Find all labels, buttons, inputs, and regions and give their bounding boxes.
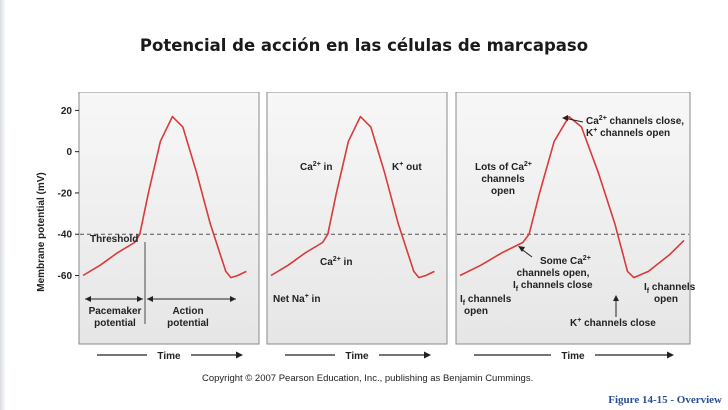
some-ca-label: Some Ca2+ bbox=[540, 255, 591, 267]
trace-panel-3 bbox=[459, 115, 685, 279]
time-axis-arrow-3 bbox=[667, 351, 674, 359]
panel-1-frame bbox=[78, 91, 260, 345]
pacemaker-label-2: potential bbox=[94, 318, 136, 329]
some-ca-label-3: If channels close bbox=[513, 280, 593, 293]
panel-2-frame bbox=[266, 91, 448, 345]
if-left-label: If channels bbox=[460, 294, 512, 307]
ca-close-arrowhead bbox=[562, 115, 568, 121]
figure-caption: Figure 14-15 - Overview bbox=[608, 394, 722, 406]
arrow-pm-right bbox=[137, 296, 143, 302]
if-right-label-2: open bbox=[654, 294, 678, 305]
traces bbox=[82, 115, 685, 279]
y-tick-label-0: 20 bbox=[61, 106, 73, 117]
slide-left-edge bbox=[0, 0, 6, 410]
time-axis-arrow-1 bbox=[236, 351, 243, 359]
action-label-2: potential bbox=[167, 318, 209, 329]
trace-panel-2 bbox=[270, 115, 435, 279]
some-ca-label-2: channels open, bbox=[517, 268, 590, 279]
if-right-label: If channels bbox=[644, 282, 696, 295]
slide-title: Potencial de acción en las células de ma… bbox=[139, 36, 589, 55]
time-axis-label-1: Time bbox=[157, 351, 181, 362]
y-ticks: 20 0 -20 -40 -60 bbox=[58, 106, 79, 282]
copyright-text: Copyright © 2007 Pearson Education, Inc.… bbox=[202, 373, 533, 384]
ca-in-top-label: Ca2+ in bbox=[300, 161, 332, 173]
k-close-label: K+ channels close bbox=[570, 317, 656, 329]
time-axis-label-3: Time bbox=[561, 351, 585, 362]
k-out-label: K+ out bbox=[392, 161, 422, 173]
lots-ca-label-3: open bbox=[491, 186, 515, 197]
k-close-arrowhead bbox=[613, 295, 619, 301]
arrow-ap-right bbox=[230, 296, 236, 302]
arrow-pm-left bbox=[85, 296, 91, 302]
time-axes: Time Time Time bbox=[97, 351, 674, 362]
time-axis-arrow-2 bbox=[424, 351, 431, 359]
y-tick-label-1: 0 bbox=[66, 147, 72, 158]
y-tick-label-3: -40 bbox=[58, 230, 73, 241]
ca-close-label: Ca2+ channels close, bbox=[586, 115, 684, 127]
y-tick-label-2: -20 bbox=[58, 188, 73, 199]
threshold-label: Threshold bbox=[90, 234, 138, 245]
time-axis-label-2: Time bbox=[345, 351, 369, 362]
y-tick-label-4: -60 bbox=[58, 271, 73, 282]
pacemaker-figure: Membrane potential (mV) 20 0 -20 -40 -60 Thr… bbox=[36, 91, 696, 384]
action-label-1: Action bbox=[172, 306, 203, 317]
lots-ca-label-2: channels bbox=[481, 174, 525, 185]
figure-area: Membrane potential (mV) 20 0 -20 -40 -60 Thr… bbox=[20, 91, 724, 396]
pacemaker-label-1: Pacemaker bbox=[89, 306, 142, 317]
k-open-label: K+ channels open bbox=[586, 127, 670, 139]
lots-ca-label: Lots of Ca2+ bbox=[475, 161, 532, 173]
arrow-ap-left bbox=[147, 296, 153, 302]
y-axis-label: Membrane potential (mV) bbox=[36, 172, 47, 291]
net-na-in-label: Net Na+ in bbox=[273, 293, 320, 305]
ca-in-mid-label: Ca2+ in bbox=[320, 256, 352, 268]
if-left-label-2: open bbox=[464, 306, 488, 317]
some-ca-arrowhead bbox=[518, 246, 525, 252]
panel-3-frame bbox=[455, 91, 691, 345]
trace-panel-1 bbox=[82, 115, 247, 279]
